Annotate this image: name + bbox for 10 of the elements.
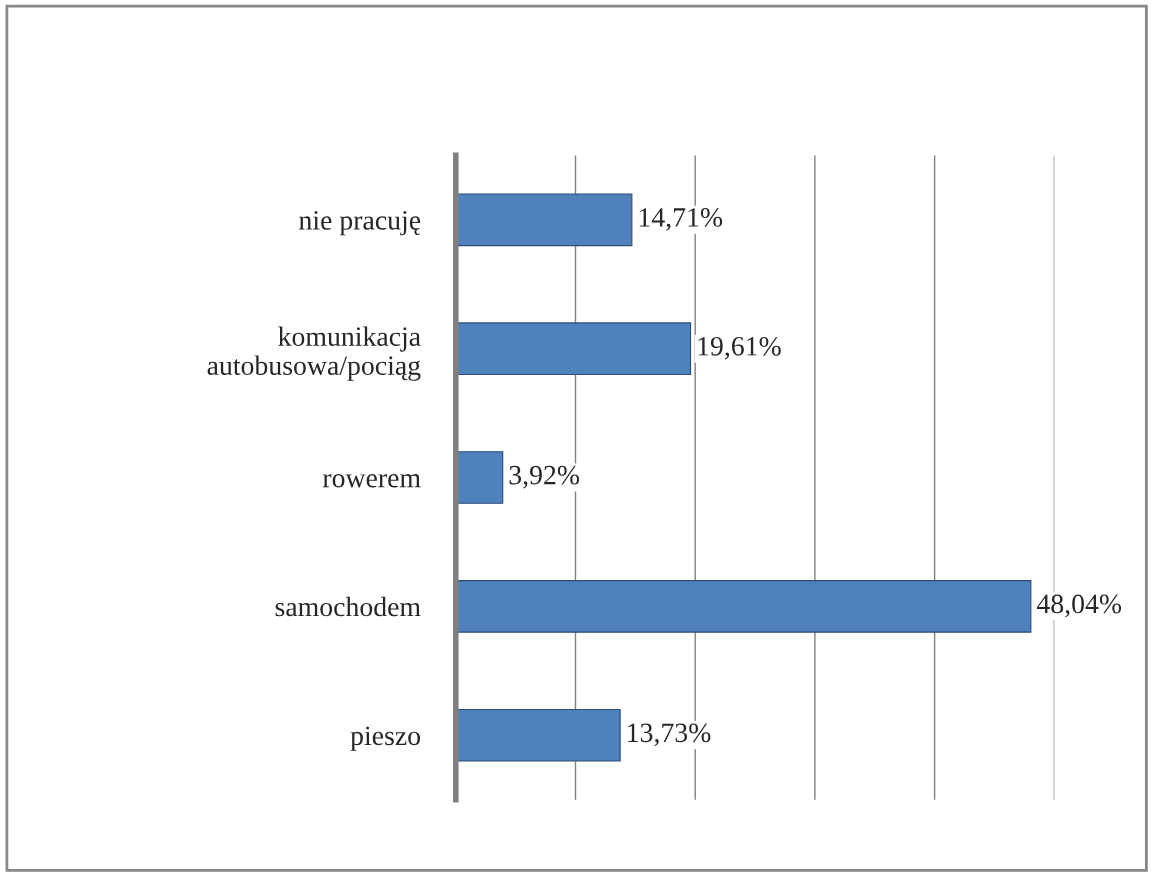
- data-label: 19,61%: [698, 336, 781, 360]
- y-tick-label: rowerem: [322, 474, 421, 488]
- y-tick-label: nie pracuję: [299, 211, 421, 236]
- data-label: 14,71%: [639, 208, 723, 231]
- data-label: 48,04%: [1036, 594, 1122, 618]
- y-tick-label: komunikacja autobusowa/pociąg: [207, 326, 421, 381]
- data-label: 3,92%: [509, 465, 580, 489]
- y-tick-label: pieszo: [350, 726, 421, 751]
- data-label: 13,73%: [628, 723, 711, 747]
- y-tick-label: samochodem: [275, 596, 421, 617]
